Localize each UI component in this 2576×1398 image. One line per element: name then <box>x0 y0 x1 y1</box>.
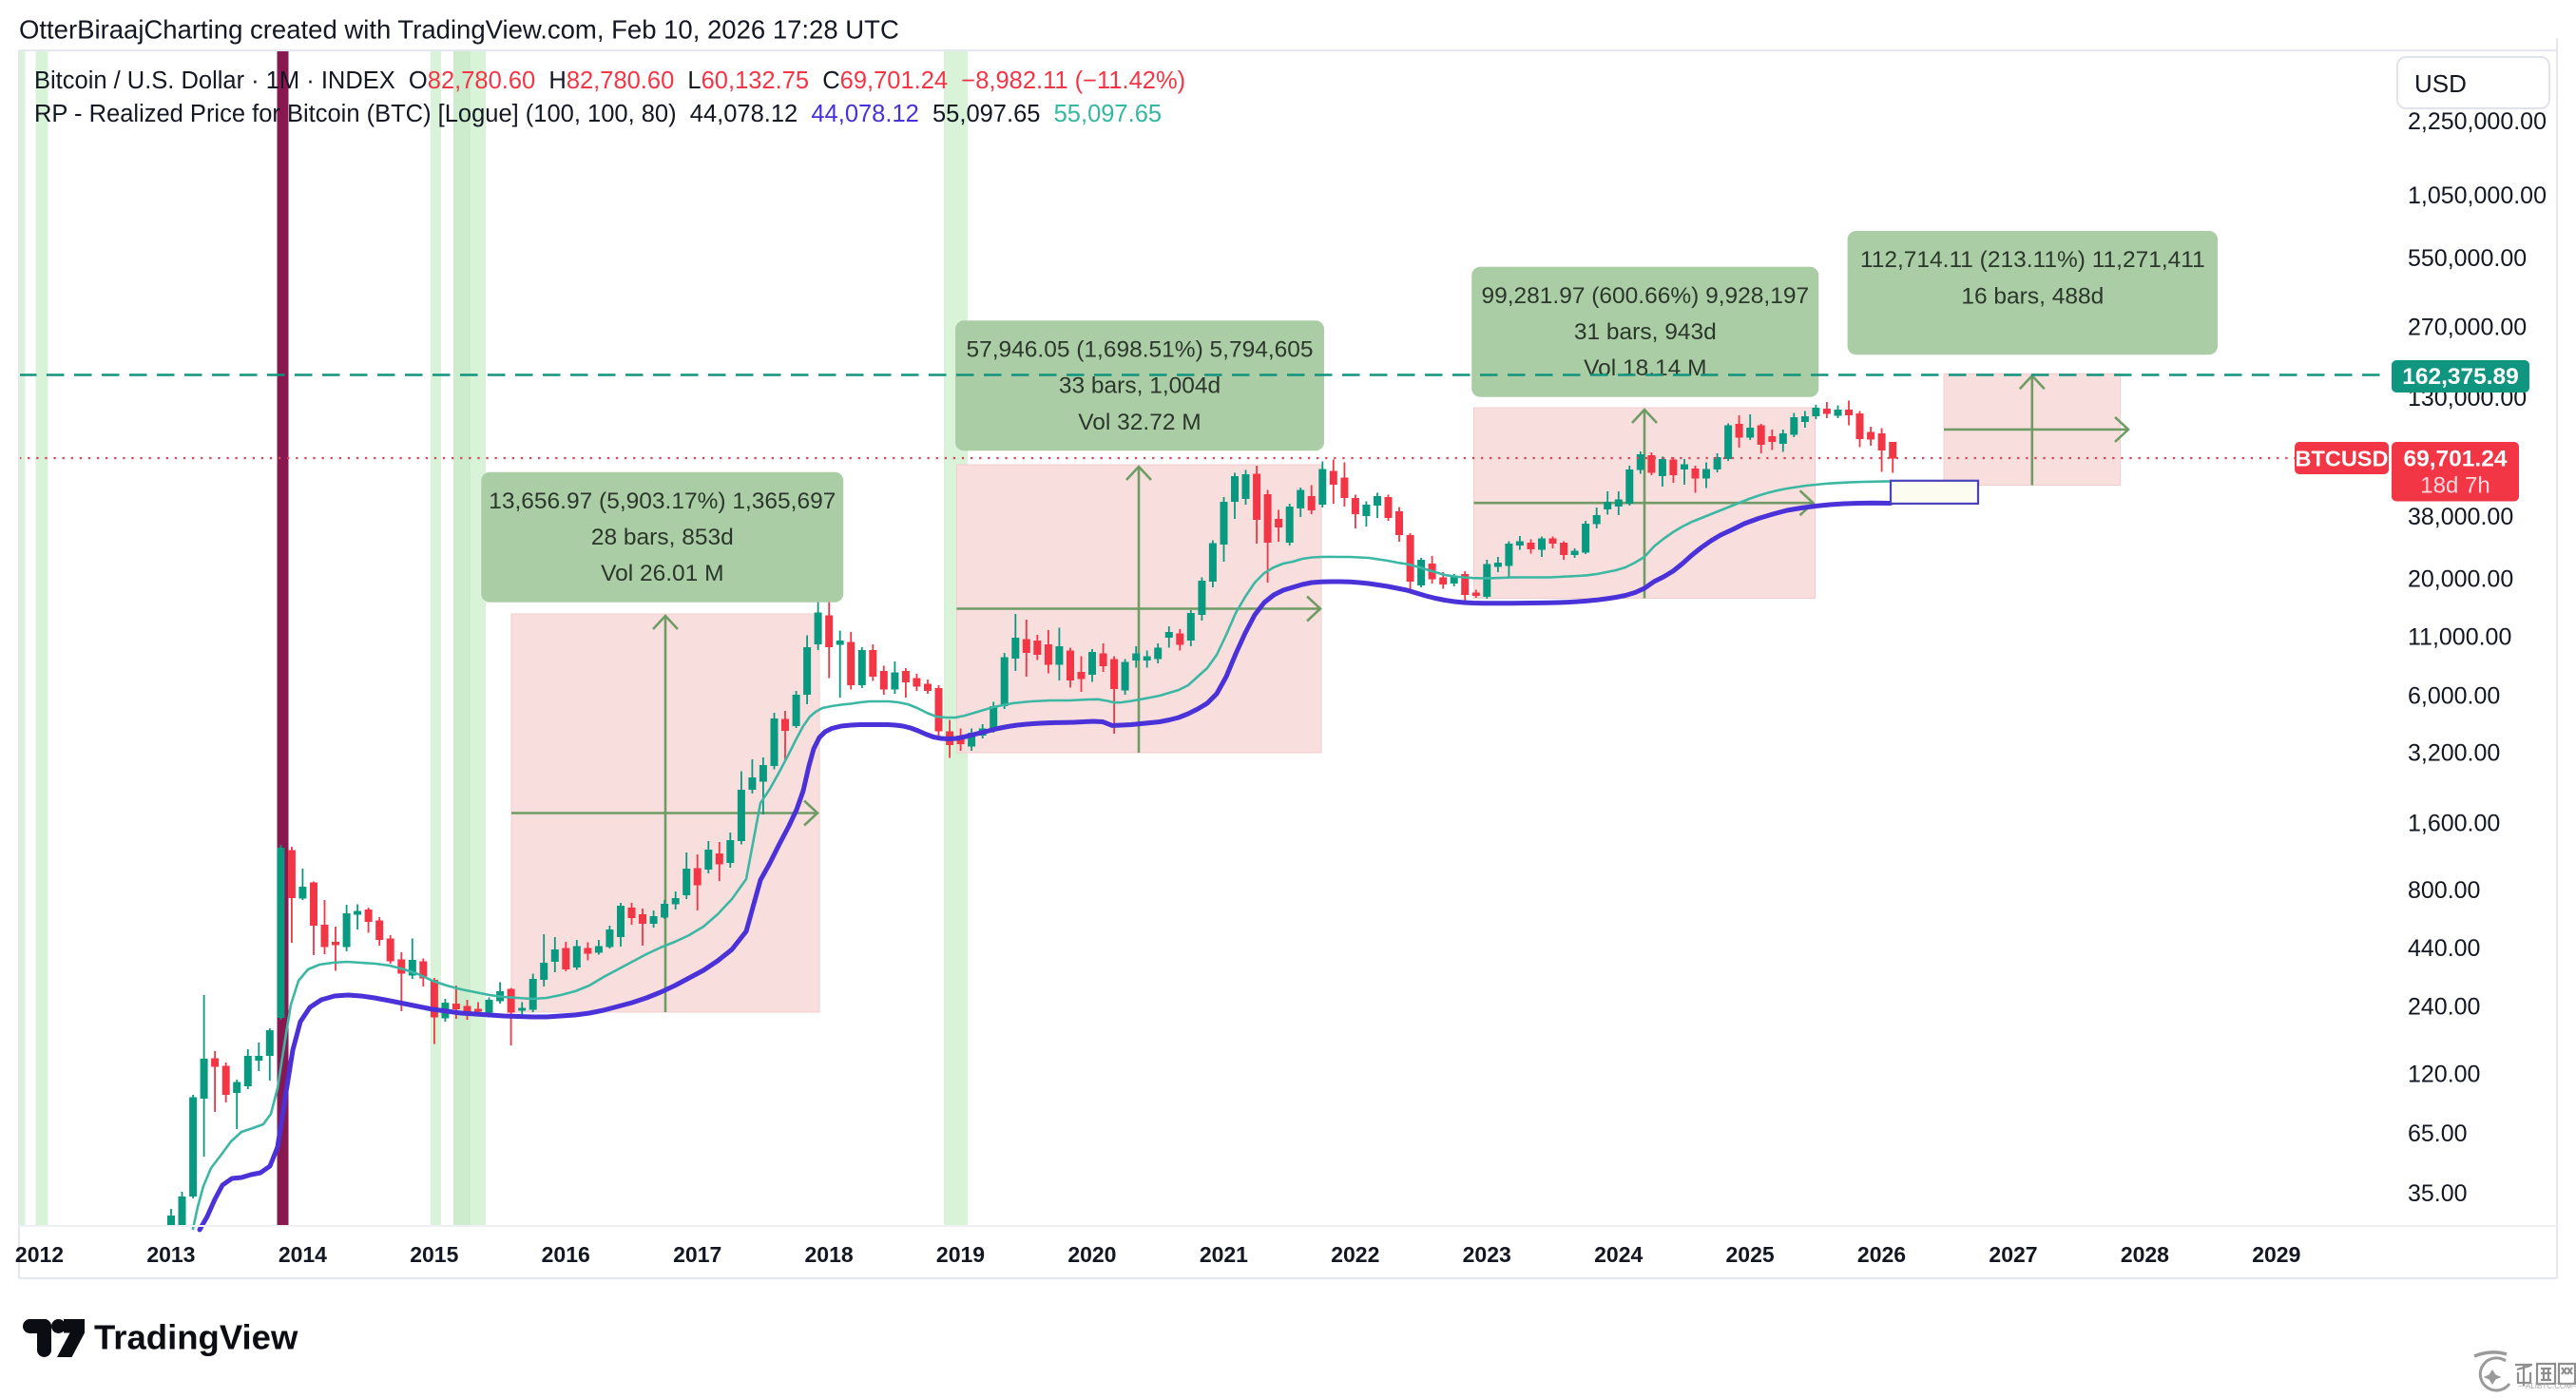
svg-text:57,946.05 (1,698.51%) 5,794,60: 57,946.05 (1,698.51%) 5,794,605 <box>966 336 1313 362</box>
svg-text:31 bars, 943d: 31 bars, 943d <box>1574 319 1717 345</box>
svg-text:2018: 2018 <box>805 1242 854 1267</box>
svg-text:1,600.00: 1,600.00 <box>2408 810 2500 836</box>
svg-text:38,000.00: 38,000.00 <box>2408 504 2513 530</box>
svg-text:USD: USD <box>2414 69 2467 98</box>
svg-text:16 bars, 488d: 16 bars, 488d <box>1961 283 2104 309</box>
svg-text:3,200.00: 3,200.00 <box>2408 740 2500 767</box>
svg-text:2,250,000.00: 2,250,000.00 <box>2408 108 2547 135</box>
svg-text:2020: 2020 <box>1067 1242 1116 1267</box>
svg-text:550,000.00: 550,000.00 <box>2408 245 2527 272</box>
svg-text:440.00: 440.00 <box>2408 935 2480 962</box>
svg-text:240.00: 240.00 <box>2408 994 2480 1021</box>
svg-text:2029: 2029 <box>2252 1242 2300 1267</box>
svg-text:2014: 2014 <box>279 1242 327 1267</box>
svg-text:2013: 2013 <box>146 1242 195 1267</box>
svg-text:18d 7h: 18d 7h <box>2420 473 2489 499</box>
svg-text:2016: 2016 <box>542 1242 590 1267</box>
svg-text:20,000.00: 20,000.00 <box>2408 566 2513 593</box>
svg-text:Vol 32.72 M: Vol 32.72 M <box>1078 410 1201 435</box>
svg-text:2015: 2015 <box>410 1242 458 1267</box>
svg-text:2017: 2017 <box>673 1242 721 1267</box>
svg-text:13,656.97 (5,903.17%) 1,365,69: 13,656.97 (5,903.17%) 1,365,697 <box>489 488 836 514</box>
svg-text:11,000.00: 11,000.00 <box>2408 624 2511 651</box>
svg-text:Vol 26.01 M: Vol 26.01 M <box>601 561 723 586</box>
svg-text:2023: 2023 <box>1463 1242 1511 1267</box>
svg-text:1,050,000.00: 1,050,000.00 <box>2408 182 2547 209</box>
svg-text:800.00: 800.00 <box>2408 877 2480 904</box>
svg-text:28 bars, 853d: 28 bars, 853d <box>591 525 734 550</box>
svg-text:2027: 2027 <box>1989 1242 2037 1267</box>
svg-text:120.00: 120.00 <box>2408 1061 2480 1087</box>
svg-text:162,375.89: 162,375.89 <box>2402 364 2519 390</box>
svg-text:Bitcoin / U.S. Dollar · 1M · I: Bitcoin / U.S. Dollar · 1M · INDEX O82,7… <box>34 67 1185 94</box>
svg-text:2024: 2024 <box>1594 1242 1643 1267</box>
svg-text:2021: 2021 <box>1200 1242 1248 1267</box>
svg-text:35.00: 35.00 <box>2408 1180 2468 1207</box>
svg-text:2026: 2026 <box>1857 1242 1906 1267</box>
svg-text:—ALIBTC.COM—: —ALIBTC.COM— <box>2518 1382 2576 1390</box>
svg-text:6,000.00: 6,000.00 <box>2408 682 2500 709</box>
svg-text:TradingView: TradingView <box>94 1318 298 1357</box>
svg-text:BTCUSD: BTCUSD <box>2296 447 2389 471</box>
svg-text:OtterBiraajCharting created wi: OtterBiraajCharting created with Trading… <box>19 15 899 45</box>
svg-text:2019: 2019 <box>936 1242 985 1267</box>
svg-text:65.00: 65.00 <box>2408 1120 2468 1147</box>
svg-text:Vol 18.14 M: Vol 18.14 M <box>1584 355 1706 381</box>
svg-text:112,714.11 (213.11%) 11,271,41: 112,714.11 (213.11%) 11,271,411 <box>1860 247 2205 273</box>
svg-text:270,000.00: 270,000.00 <box>2408 314 2527 340</box>
svg-text:33 bars, 1,004d: 33 bars, 1,004d <box>1059 373 1221 399</box>
svg-text:RP - Realized Price for Bitcoi: RP - Realized Price for Bitcoin (BTC) [L… <box>34 101 1162 127</box>
svg-text:2028: 2028 <box>2121 1242 2169 1267</box>
svg-text:69,701.24: 69,701.24 <box>2404 447 2508 472</box>
svg-text:2012: 2012 <box>15 1242 64 1267</box>
svg-text:99,281.97 (600.66%) 9,928,197: 99,281.97 (600.66%) 9,928,197 <box>1481 283 1809 309</box>
svg-text:2025: 2025 <box>1726 1242 1775 1267</box>
svg-text:2022: 2022 <box>1331 1242 1379 1267</box>
